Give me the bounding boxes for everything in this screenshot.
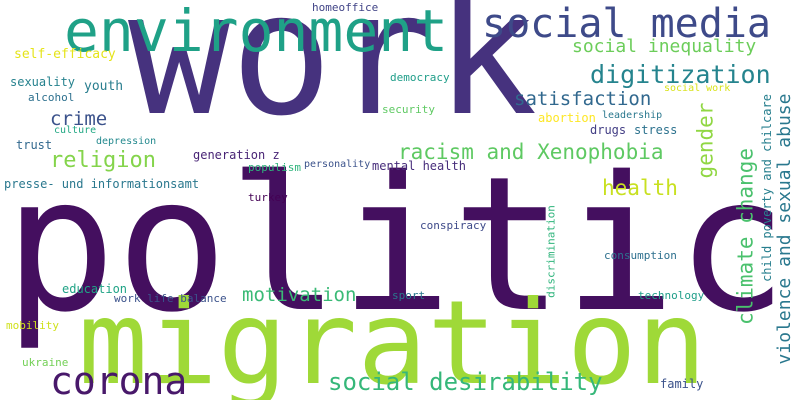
word-social-desirability: social desirability <box>328 368 603 396</box>
word-health: health <box>602 176 678 200</box>
word-environment: environment <box>64 0 449 65</box>
word-social-media: social media <box>482 1 771 47</box>
word-mobility: mobility <box>6 319 59 332</box>
word-child-poverty-and-childcare: child poverty and chilcare <box>760 94 774 282</box>
word-consumption: consumption <box>604 249 677 262</box>
word-politics: politics <box>4 136 800 353</box>
word-sport: sport <box>392 289 426 302</box>
word-discrimination: discrimination <box>544 205 558 298</box>
word-sexuality: sexuality <box>10 75 76 89</box>
word-work-life-balance: work life balance <box>114 292 227 305</box>
word-drugs: drugs <box>590 123 627 137</box>
word-digitization: digitization <box>590 60 771 89</box>
word-satisfaction: satisfaction <box>514 88 652 110</box>
word-mental-health: mental health <box>372 159 466 173</box>
word-youth: youth <box>84 79 124 94</box>
word-religion: religion <box>50 148 156 173</box>
word-social-inequality: social inequality <box>572 36 757 57</box>
word-democracy: democracy <box>390 71 450 84</box>
word-migration: migration <box>78 276 707 400</box>
word-technology: technology <box>638 289 705 302</box>
word-social-work: social work <box>664 83 731 94</box>
word-education: education <box>62 282 128 296</box>
word-climate-change: climate change <box>733 148 758 326</box>
word-presse-und-informationsamt: presse- und informationsamt <box>4 177 200 191</box>
word-turkey: turkey <box>248 191 288 204</box>
word-violence-and-sexual-abuse: violence and sexual abuse <box>774 93 795 365</box>
word-work: work <box>128 0 538 154</box>
word-security: security <box>382 103 435 116</box>
word-self-efficacy: self-efficacy <box>14 47 116 62</box>
word-personality: personality <box>304 159 371 170</box>
word-leadership: leadership <box>602 110 663 121</box>
word-gender: gender <box>693 102 718 179</box>
word-populism: populism <box>248 161 301 174</box>
word-stress: stress <box>634 123 678 137</box>
word-racism-and-xenophobia: racism and Xenophobia <box>398 140 664 164</box>
word-alcohol: alcohol <box>28 91 75 104</box>
word-abortion: abortion <box>538 111 596 125</box>
word-culture: culture <box>54 125 97 136</box>
word-crime: crime <box>50 108 108 130</box>
word-corona: corona <box>50 359 188 400</box>
word-homeoffice: homeoffice <box>312 1 379 14</box>
word-motivation: motivation <box>242 284 357 306</box>
word-generation-z: generation z <box>193 148 280 162</box>
word-conspiracy: conspiracy <box>420 219 487 232</box>
word-ukraine: ukraine <box>22 356 69 369</box>
word-family: family <box>660 377 704 391</box>
word-depression: depression <box>96 136 157 147</box>
word-trust: trust <box>16 138 53 152</box>
